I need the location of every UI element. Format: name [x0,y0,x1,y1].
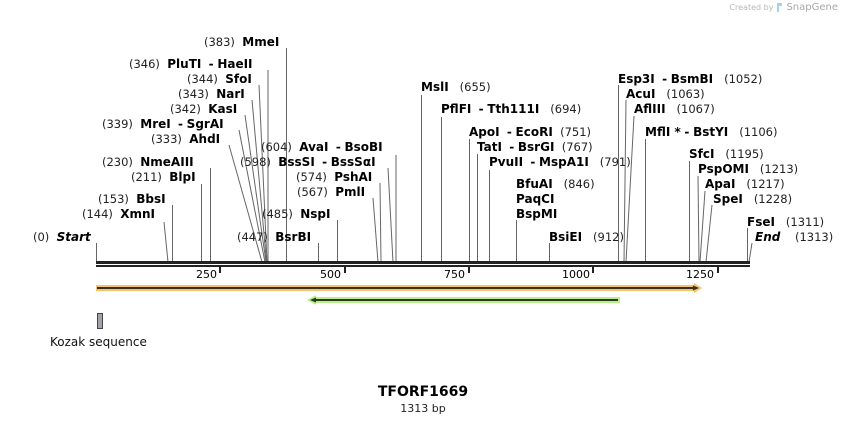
site-label-pshai[interactable]: (574) PshAI [296,170,373,184]
site-label-pmli[interactable]: (567) PmlI [297,185,366,199]
snapgene-credit: Created by SnapGene [729,2,838,13]
site-label-pluti-haeii[interactable]: (346) PluTI - HaeII [129,57,253,71]
credit-prefix: Created by [729,3,774,12]
site-label-nari[interactable]: (343) NarI [178,87,245,101]
site-label-end[interactable]: End (1313) [755,230,834,244]
site-label-tati-bsrgi[interactable]: TatI - BsrGI (767) [477,140,593,154]
site-label-paqci[interactable]: PaqCI [516,192,555,206]
backbone-bottom-strand [96,265,750,267]
site-label-mmei[interactable]: (383) MmeI [204,35,280,49]
map-title: TFORF1669 [377,384,469,400]
kozak-sequence-label: Kozak sequence [50,335,147,349]
site-label-afliii[interactable]: AflIII (1067) [634,102,715,116]
site-label-sfoi[interactable]: (344) SfoI [187,72,252,86]
site-label-esp3i-bsmbi[interactable]: Esp3I - BsmBI (1052) [618,72,763,86]
site-label-mrei-sgrai[interactable]: (339) MreI - SgrAI [102,117,224,131]
site-label-bbsi[interactable]: (153) BbsI [98,192,166,206]
tick-label-750: 750 [444,268,465,281]
site-label-bsrbi[interactable]: (447) BsrBI [237,230,312,244]
site-label-bsssi-bsssai[interactable]: (598) BssSI - BssSαI [240,155,376,169]
site-label-start[interactable]: (0) Start [33,230,91,244]
snapgene-logo-icon [777,3,783,12]
site-label-kasi[interactable]: (342) KasI [170,102,238,116]
site-label-bsiei[interactable]: BsiEI (912) [549,230,624,244]
tick-label-250: 250 [196,268,217,281]
tick-label-1250: 1250 [686,268,714,281]
site-label-bfuai[interactable]: BfuAI (846) [516,177,595,191]
site-label-ahdi[interactable]: (333) AhdI [151,132,221,146]
site-label-blpi[interactable]: (211) BlpI [131,170,196,184]
site-label-pvuii-mspa1i[interactable]: PvuII - MspA1I (791) [489,155,631,169]
site-label-pflfi-tth111i[interactable]: PflFI - Tth111I (694) [441,102,582,116]
site-label-xmni[interactable]: (144) XmnI [82,207,156,221]
scale-ticks [219,267,719,273]
site-label-apoi-ecori[interactable]: ApoI - EcoRI (751) [469,125,592,139]
site-label-nspi[interactable]: (485) NspI [262,207,331,221]
tick-label-500: 500 [320,268,341,281]
site-label-mfli-bstyi[interactable]: MflI * - BstYI (1106) [645,125,778,139]
site-label-fsei[interactable]: FseI (1311) [747,215,825,229]
site-label-apai[interactable]: ApaI (1217) [705,177,785,191]
site-label-msli[interactable]: MslI (655) [421,80,491,94]
site-label-bspmi[interactable]: BspMI [516,207,558,221]
site-label-nmeaiii[interactable]: (230) NmeAIII [102,155,194,169]
credit-brand: SnapGene [786,2,838,13]
backbone-top-strand [96,261,750,264]
orf-forward-arrow[interactable] [96,283,702,293]
site-label-spei[interactable]: SpeI (1228) [713,192,793,206]
kozak-sequence-feature[interactable] [97,313,103,329]
site-label-acui[interactable]: AcuI (1063) [626,87,705,101]
map-length: 1313 bp [400,402,446,415]
orf-reverse-arrow[interactable] [307,295,620,305]
tick-label-1000: 1000 [562,268,590,281]
site-label-pspomi[interactable]: PspOMI (1213) [698,162,799,176]
site-label-sfci[interactable]: SfcI (1195) [689,147,764,161]
site-label-avai-bsobi[interactable]: (604) AvaI - BsoBI [261,140,383,154]
cut-site-lines [96,48,753,263]
